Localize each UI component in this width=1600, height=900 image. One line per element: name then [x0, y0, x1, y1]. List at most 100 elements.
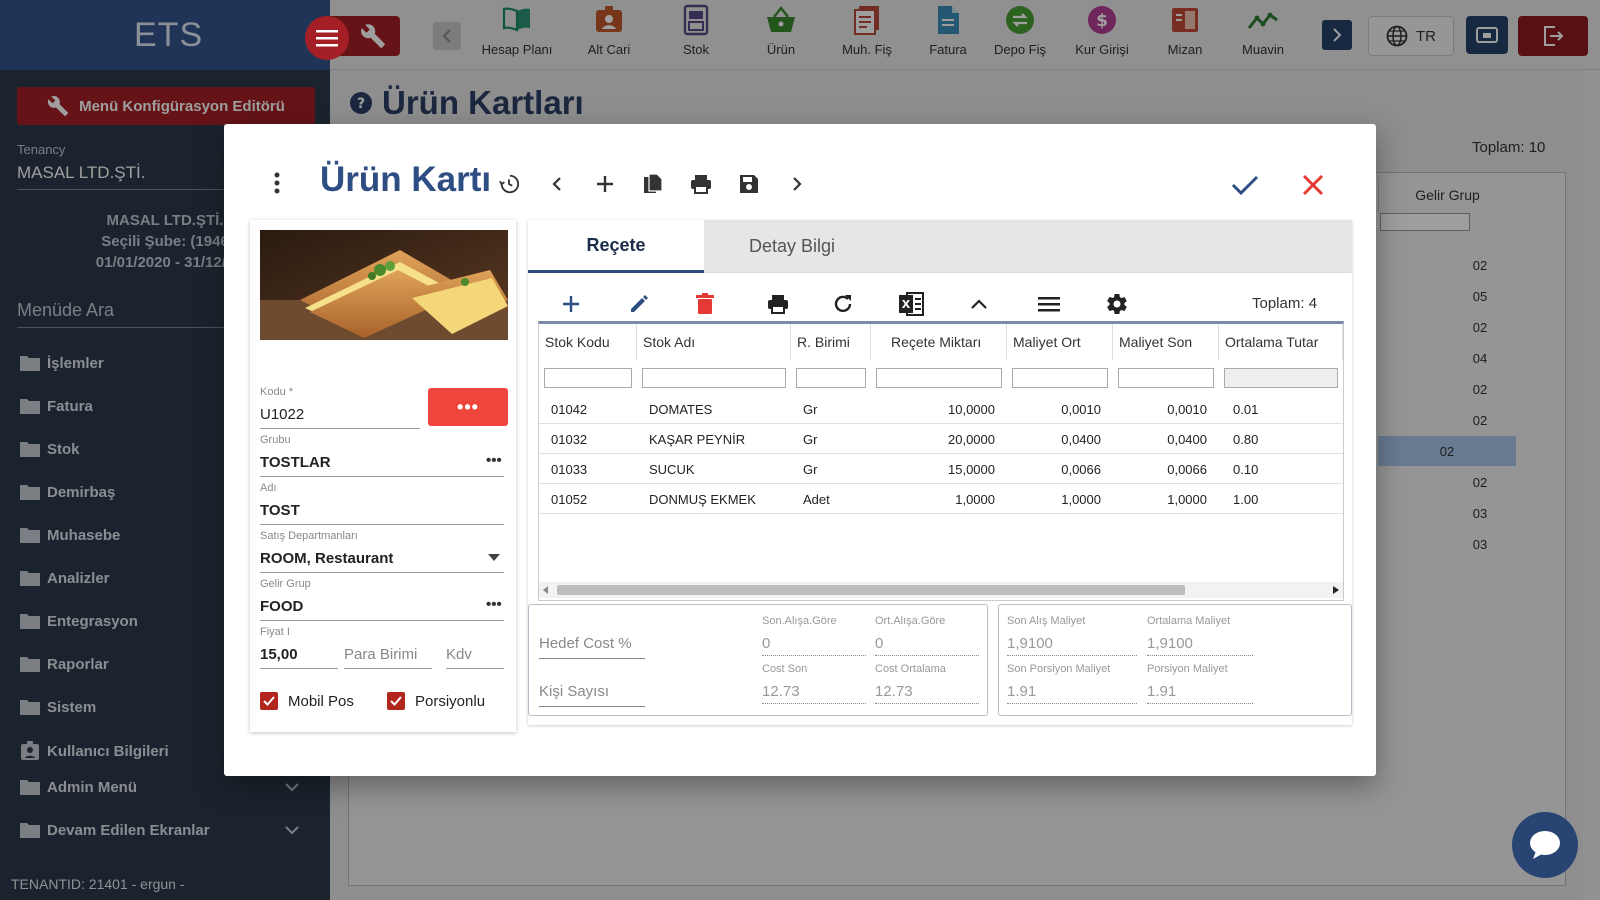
- grid-filter-input[interactable]: [1118, 368, 1214, 388]
- toolbar-transfer-button[interactable]: Depo Fiş: [980, 4, 1060, 66]
- table-row[interactable]: 01042 DOMATES Gr 10,0000 0,0010 0,0010 0.01: [539, 394, 1343, 424]
- grid-add-button[interactable]: [556, 289, 586, 319]
- bg-table-cell[interactable]: 03: [1472, 505, 1488, 521]
- tab-recete[interactable]: Reçete: [528, 220, 704, 273]
- kodu-input[interactable]: U1022: [260, 406, 420, 429]
- kisi-sayisi-input[interactable]: Kişi Sayısı: [539, 683, 645, 707]
- grid-filter-input[interactable]: [642, 368, 786, 388]
- grid-refresh-button[interactable]: [828, 289, 858, 319]
- bg-column-header[interactable]: Gelir Grup: [1378, 178, 1516, 212]
- scroll-right-icon[interactable]: [1333, 586, 1339, 594]
- grid-column-header[interactable]: R. Birimi: [791, 324, 871, 360]
- adi-input[interactable]: TOST: [260, 502, 504, 525]
- horizontal-scrollbar[interactable]: [539, 582, 1343, 598]
- chevron-down-icon[interactable]: [285, 779, 299, 796]
- keyboard-button[interactable]: [1466, 16, 1508, 54]
- toolbar-stock-button[interactable]: Stok: [656, 4, 736, 66]
- logout-button[interactable]: [1518, 16, 1588, 56]
- grid-collapse-button[interactable]: [964, 289, 994, 319]
- toolbar-invoice-button[interactable]: Fatura: [908, 4, 988, 66]
- para-birimi-input[interactable]: Para Birimi: [344, 646, 432, 669]
- table-row[interactable]: 01033 SUCUK Gr 15,0000 0,0066 0,0066 0.10: [539, 454, 1343, 484]
- more-options-button[interactable]: [274, 172, 280, 199]
- gelir-grup-lookup-button[interactable]: •••: [486, 596, 502, 613]
- history-button[interactable]: [495, 170, 523, 198]
- nav-item[interactable]: Muhasebe: [19, 526, 309, 544]
- product-image[interactable]: [260, 230, 508, 340]
- gelir-grup-input[interactable]: FOOD: [260, 598, 504, 621]
- dropdown-arrow-icon[interactable]: [488, 554, 500, 562]
- bg-table-cell[interactable]: 04: [1472, 350, 1488, 366]
- hedef-cost-input[interactable]: Hedef Cost %: [539, 635, 645, 659]
- menu-search-input[interactable]: Menüde Ara: [17, 300, 317, 328]
- add-record-button[interactable]: [591, 170, 619, 198]
- table-row[interactable]: 01052 DONMUŞ EKMEK Adet 1,0000 1,0000 1,0000 1…: [539, 484, 1343, 514]
- menu-editor-button[interactable]: Menü Konfigürasyon Editörü: [17, 87, 315, 125]
- grid-columns-button[interactable]: [1034, 289, 1064, 319]
- nav-item[interactable]: Devam Edilen Ekranlar: [19, 821, 309, 839]
- table-row[interactable]: 01032 KAŞAR PEYNİR Gr 20,0000 0,0400 0,0400 0.…: [539, 424, 1343, 454]
- grid-filter-input[interactable]: [1012, 368, 1108, 388]
- toolbar-book-button[interactable]: Hesap Planı: [477, 4, 557, 66]
- toolbar-ledger-button[interactable]: Mizan: [1145, 4, 1225, 66]
- bg-table-cell[interactable]: 02: [1472, 412, 1488, 428]
- grid-edit-button[interactable]: [624, 289, 654, 319]
- nav-item[interactable]: Sistem: [19, 698, 309, 716]
- toolbar-next-button[interactable]: [1322, 20, 1352, 50]
- toolbar-prev-button[interactable]: [433, 22, 461, 50]
- kdv-input[interactable]: Kdv: [446, 646, 504, 669]
- grid-print-button[interactable]: [763, 289, 793, 319]
- bg-table-cell[interactable]: 02: [1472, 381, 1488, 397]
- toolbar-dollar-button[interactable]: $ Kur Girişi: [1062, 4, 1142, 66]
- close-button[interactable]: [1296, 168, 1330, 202]
- chevron-down-icon[interactable]: [285, 822, 299, 839]
- nav-item[interactable]: Entegrasyon: [19, 612, 309, 630]
- grid-column-header[interactable]: Reçete Miktarı: [871, 324, 1007, 360]
- bg-table-cell[interactable]: 02: [1378, 436, 1516, 466]
- page-scrollbar[interactable]: [1583, 70, 1600, 900]
- confirm-button[interactable]: [1228, 168, 1262, 202]
- bg-table-cell[interactable]: 02: [1472, 257, 1488, 273]
- grid-column-header[interactable]: Stok Kodu: [539, 324, 637, 360]
- code-generate-button[interactable]: •••: [428, 388, 508, 426]
- nav-item[interactable]: Fatura: [19, 397, 309, 415]
- nav-item[interactable]: Admin Menü: [19, 778, 309, 796]
- scroll-left-icon[interactable]: [543, 586, 549, 594]
- toolbar-contact-button[interactable]: Alt Cari: [569, 4, 649, 66]
- bg-table-cell[interactable]: 02: [1472, 319, 1488, 335]
- bg-table-cell[interactable]: 05: [1472, 288, 1488, 304]
- nav-item[interactable]: Kullanıcı Bilgileri: [19, 741, 309, 761]
- grid-excel-button[interactable]: X: [896, 289, 926, 319]
- grid-filter-input[interactable]: [544, 368, 632, 388]
- toolbar-trend-button[interactable]: Muavin: [1223, 4, 1303, 66]
- help-icon[interactable]: ?: [350, 92, 372, 114]
- bg-filter-input[interactable]: [1380, 213, 1470, 231]
- grubu-input[interactable]: TOSTLAR: [260, 454, 504, 477]
- chat-button[interactable]: [1512, 812, 1578, 878]
- satis-departmanlari-select[interactable]: ROOM, Restaurant: [260, 550, 504, 573]
- bg-table-cell[interactable]: 02: [1472, 474, 1488, 490]
- grid-filter-input[interactable]: [876, 368, 1002, 388]
- mobil-pos-checkbox[interactable]: Mobil Pos: [260, 692, 354, 710]
- nav-item[interactable]: Raporlar: [19, 655, 309, 673]
- print-button[interactable]: [687, 170, 715, 198]
- grid-filter-input[interactable]: [796, 368, 866, 388]
- previous-record-button[interactable]: [543, 170, 571, 198]
- nav-item[interactable]: Stok: [19, 440, 309, 458]
- nav-item[interactable]: İşlemler: [19, 354, 309, 372]
- fiyat-input[interactable]: 15,00: [260, 646, 338, 669]
- porsiyonlu-checkbox[interactable]: Porsiyonlu: [387, 692, 485, 710]
- bg-table-cell[interactable]: 03: [1472, 536, 1488, 552]
- copy-button[interactable]: [639, 170, 667, 198]
- grid-settings-button[interactable]: [1102, 289, 1132, 319]
- grubu-lookup-button[interactable]: •••: [486, 452, 502, 469]
- next-record-button[interactable]: [783, 170, 811, 198]
- menu-toggle-button[interactable]: [305, 16, 349, 60]
- grid-column-header[interactable]: Stok Adı: [637, 324, 791, 360]
- grid-delete-button[interactable]: [690, 289, 720, 319]
- grid-column-header[interactable]: Maliyet Ort: [1007, 324, 1113, 360]
- save-button[interactable]: [735, 170, 763, 198]
- nav-item[interactable]: Demirbaş: [19, 483, 309, 501]
- grid-column-header[interactable]: Ortalama Tutar: [1219, 324, 1343, 360]
- tab-detay-bilgi[interactable]: Detay Bilgi: [748, 236, 836, 256]
